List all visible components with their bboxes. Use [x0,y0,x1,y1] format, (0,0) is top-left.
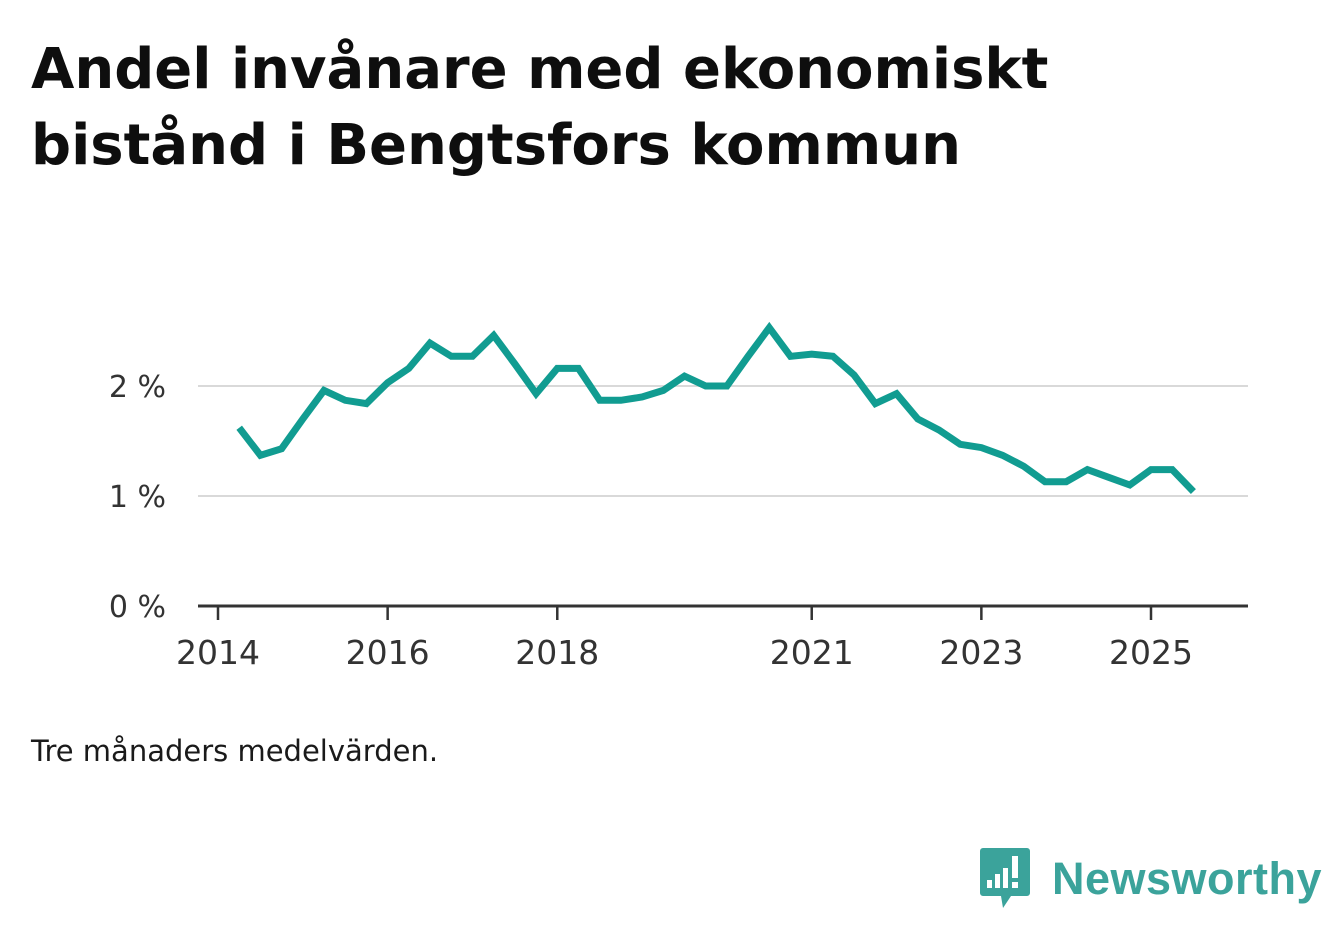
y-axis-tick-labels: 0 % 1 % 2 % [109,370,166,625]
brand-name: Newsworthy [1052,853,1322,904]
chart-title-line-2: bistånd i Bengtsfors kommun [31,113,961,178]
x-tick-label-2018: 2018 [515,633,599,672]
series-layer [236,321,1196,495]
x-tick-label-2025: 2025 [1109,633,1193,672]
x-axis-tick-labels: 2014 2016 2018 2021 2023 2025 [176,633,1193,672]
x-tick-label-2023: 2023 [939,633,1023,672]
y-tick-label-1: 1 % [109,480,166,515]
newsworthy-logo-icon [980,848,1030,908]
chart-title-line-1: Andel invånare med ekonomiskt [31,37,1049,102]
chart-footnote: Tre månaders medelvärden. [31,734,439,768]
y-tick-label-0: 0 % [109,590,166,625]
x-axis [198,604,1248,620]
y-tick-label-2: 2 % [109,370,166,405]
x-tick-label-2016: 2016 [346,633,430,672]
brand-logo[interactable]: Newsworthy [980,848,1322,910]
chart-title: Andel invånare med ekonomiskt bistånd i … [31,32,1231,184]
series-line-0 [236,321,1196,495]
x-tick-label-2014: 2014 [176,633,260,672]
x-tick-label-2021: 2021 [770,633,854,672]
